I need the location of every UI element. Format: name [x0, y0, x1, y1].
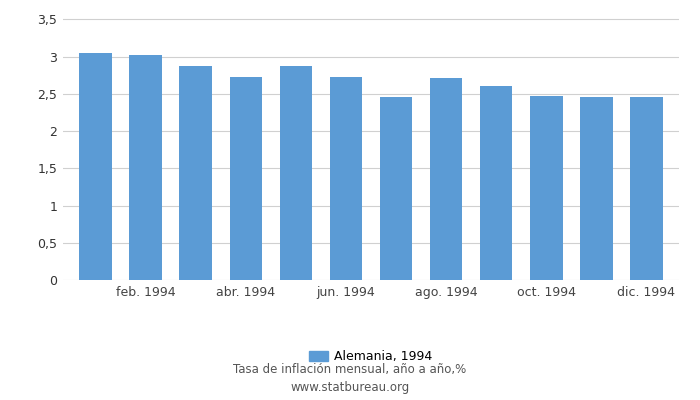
Bar	[480, 86, 512, 280]
Bar	[79, 53, 112, 280]
Legend: Alemania, 1994: Alemania, 1994	[304, 345, 438, 368]
Text: Tasa de inflación mensual, año a año,%: Tasa de inflación mensual, año a año,%	[233, 364, 467, 376]
Bar	[130, 55, 162, 280]
Bar	[330, 77, 362, 280]
Bar	[580, 97, 612, 280]
Bar	[279, 66, 312, 280]
Bar	[179, 66, 212, 280]
Bar	[530, 96, 563, 280]
Bar	[430, 78, 463, 280]
Bar	[230, 77, 262, 280]
Bar	[380, 97, 412, 280]
Text: www.statbureau.org: www.statbureau.org	[290, 382, 410, 394]
Bar	[630, 97, 663, 280]
